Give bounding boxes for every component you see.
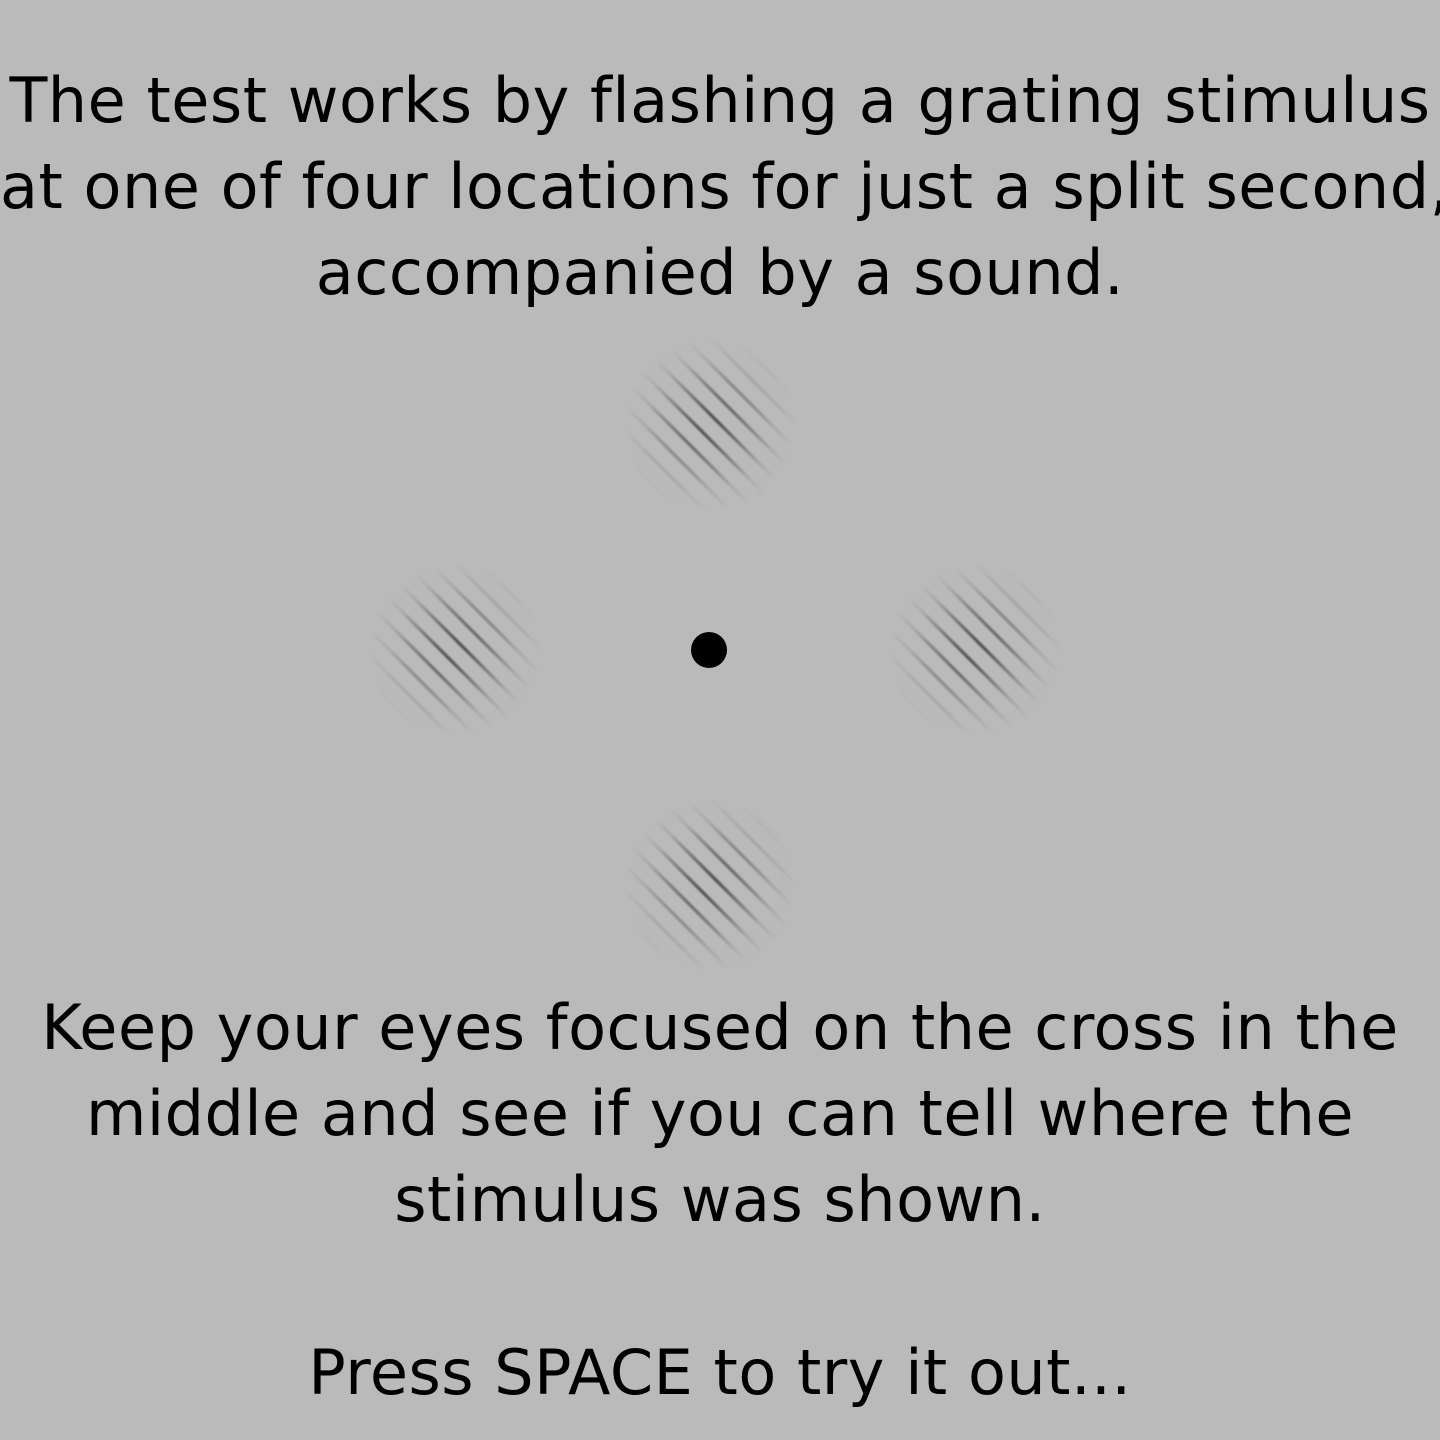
intro-text: The test works by flashing a grating sti…	[0, 58, 1440, 316]
instructions-line: Keep your eyes focused on the cross in t…	[41, 991, 1399, 1064]
grating-stimulus-right	[885, 560, 1065, 740]
instructions-line: stimulus was shown.	[394, 1163, 1046, 1236]
instructions-line: middle and see if you can tell where the	[85, 1077, 1355, 1150]
grating-stimulus-left	[365, 560, 545, 740]
fixation-dot	[691, 632, 727, 668]
intro-line: accompanied by a sound.	[315, 236, 1125, 309]
space-prompt: Press SPACE to try it out...	[308, 1336, 1132, 1409]
grating-stimulus-top	[620, 335, 800, 515]
instructions-text: Keep your eyes focused on the cross in t…	[0, 985, 1440, 1243]
grating-stimulus-bottom	[620, 795, 800, 975]
intro-line: The test works by flashing a grating sti…	[9, 64, 1431, 137]
intro-line: at one of four locations for just a spli…	[0, 150, 1440, 223]
